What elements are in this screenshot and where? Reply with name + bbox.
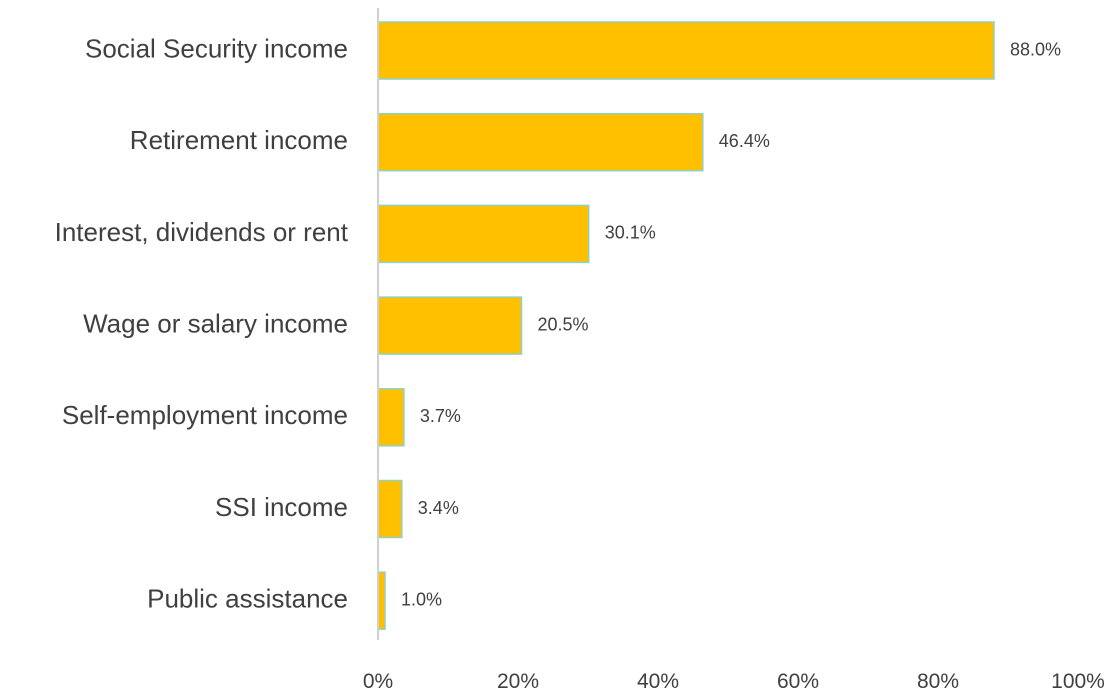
bars-group: [377, 21, 995, 630]
x-tick-label: 20%: [497, 670, 539, 693]
x-tick-label: 80%: [917, 670, 959, 693]
bar-5: [377, 479, 403, 539]
bar-3: [377, 296, 523, 355]
category-label: Social Security income: [85, 33, 348, 63]
bar-2: [377, 204, 590, 264]
value-label: 3.4%: [418, 498, 459, 518]
category-labels-group: Social Security income Retirement income I…: [55, 33, 349, 613]
x-tick-label: 60%: [777, 670, 819, 693]
value-labels-group: 88.0% 46.4% 30.1% 20.5% 3.7% 3.4% 1.0%: [401, 39, 1061, 609]
value-label: 30.1%: [605, 223, 656, 243]
value-label: 3.7%: [420, 406, 461, 426]
bar-1: [377, 112, 704, 172]
category-label: Wage or salary income: [83, 308, 348, 338]
value-label: 20.5%: [538, 314, 589, 334]
x-tick-label: 100%: [1051, 670, 1105, 693]
bar-0: [377, 21, 995, 80]
x-tick-label: 40%: [637, 670, 679, 693]
value-label: 88.0%: [1010, 39, 1061, 59]
category-label: Retirement income: [130, 125, 348, 155]
category-label: SSI income: [215, 492, 348, 522]
category-label: Public assistance: [147, 584, 348, 614]
value-label: 1.0%: [401, 589, 442, 609]
category-label: Self-employment income: [62, 400, 348, 430]
x-tick-label: 0%: [363, 670, 393, 693]
bar-4: [377, 388, 405, 447]
bar-6: [377, 571, 386, 630]
x-tick-labels-group: 0% 20% 40% 60% 80% 100%: [363, 670, 1105, 693]
value-label: 46.4%: [719, 131, 770, 151]
category-label: Interest, dividends or rent: [55, 217, 349, 247]
